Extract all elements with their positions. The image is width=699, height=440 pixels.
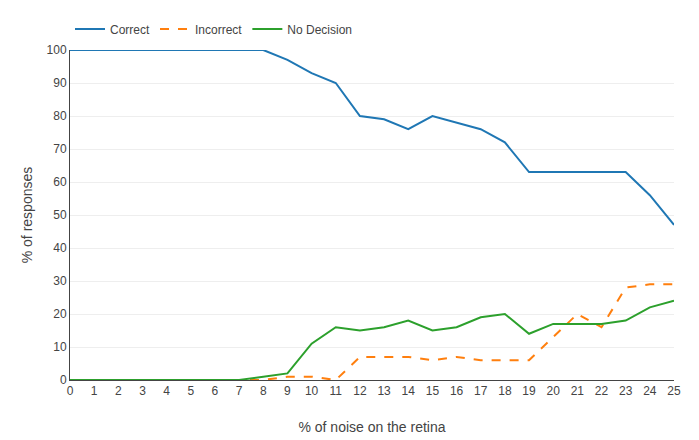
svg-text:Incorrect: Incorrect — [195, 23, 242, 37]
svg-text:% of responses: % of responses — [19, 167, 35, 264]
svg-text:70: 70 — [53, 142, 67, 156]
svg-text:90: 90 — [53, 76, 67, 90]
svg-text:25: 25 — [667, 384, 681, 398]
svg-text:18: 18 — [498, 384, 512, 398]
svg-text:13: 13 — [377, 384, 391, 398]
svg-text:16: 16 — [450, 384, 464, 398]
svg-text:3: 3 — [139, 384, 146, 398]
svg-text:15: 15 — [426, 384, 440, 398]
svg-text:11: 11 — [330, 384, 343, 398]
svg-text:23: 23 — [619, 384, 633, 398]
svg-text:5: 5 — [187, 384, 194, 398]
svg-text:Correct: Correct — [110, 23, 150, 37]
svg-text:20: 20 — [53, 307, 67, 321]
svg-text:0: 0 — [60, 373, 67, 387]
svg-text:2: 2 — [115, 384, 122, 398]
svg-text:9: 9 — [284, 384, 291, 398]
svg-text:24: 24 — [643, 384, 657, 398]
svg-text:% of noise on the retina: % of noise on the retina — [298, 419, 445, 435]
svg-text:1: 1 — [91, 384, 98, 398]
svg-text:10: 10 — [53, 340, 67, 354]
svg-text:14: 14 — [402, 384, 416, 398]
svg-text:0: 0 — [67, 384, 74, 398]
svg-text:22: 22 — [595, 384, 609, 398]
svg-text:17: 17 — [474, 384, 488, 398]
svg-text:7: 7 — [236, 384, 243, 398]
svg-text:100: 100 — [47, 43, 67, 57]
svg-text:4: 4 — [163, 384, 170, 398]
svg-text:80: 80 — [53, 109, 67, 123]
svg-text:No Decision: No Decision — [287, 23, 352, 37]
svg-text:12: 12 — [353, 384, 367, 398]
svg-text:21: 21 — [571, 384, 585, 398]
svg-text:50: 50 — [53, 208, 67, 222]
svg-text:19: 19 — [522, 384, 536, 398]
svg-text:6: 6 — [212, 384, 219, 398]
svg-text:30: 30 — [53, 274, 67, 288]
svg-text:40: 40 — [53, 241, 67, 255]
svg-text:60: 60 — [53, 175, 67, 189]
svg-text:10: 10 — [305, 384, 319, 398]
svg-text:20: 20 — [547, 384, 561, 398]
svg-text:8: 8 — [260, 384, 267, 398]
